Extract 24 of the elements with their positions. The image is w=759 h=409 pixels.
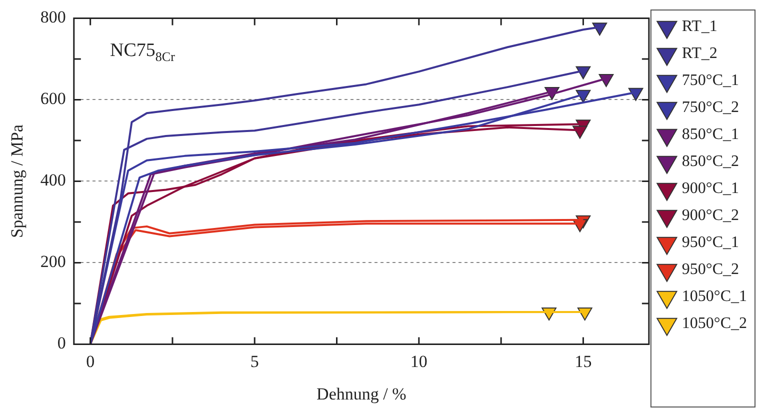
legend-label: 900°C_2 bbox=[682, 207, 740, 224]
y-tick-label: 600 bbox=[40, 89, 66, 108]
legend-label: RT_2 bbox=[682, 45, 718, 62]
y-tick-label: 400 bbox=[40, 170, 66, 190]
legend-label: 950°C_2 bbox=[682, 261, 740, 278]
x-tick-label: 0 bbox=[86, 352, 95, 371]
legend-label: 1050°C_2 bbox=[682, 315, 748, 332]
legend-label: 950°C_1 bbox=[682, 234, 740, 252]
legend-label: 750°C_2 bbox=[682, 99, 740, 116]
legend-label: 850°C_1 bbox=[682, 126, 740, 144]
x-tick-label: 5 bbox=[250, 352, 259, 371]
x-tick-label: 15 bbox=[574, 352, 592, 371]
legend-label: 1050°C_1 bbox=[682, 288, 748, 306]
annotation: NC75$_{8Cr}$ bbox=[110, 40, 175, 65]
y-tick-label: 200 bbox=[40, 252, 66, 272]
legend-label: 750°C_1 bbox=[682, 72, 740, 90]
legend-label: RT_1 bbox=[682, 18, 718, 36]
x-axis-title: Dehnung / % bbox=[316, 384, 406, 404]
y-tick-label: 0 bbox=[57, 334, 66, 353]
x-tick-label: 10 bbox=[410, 352, 428, 371]
y-tick-label: 800 bbox=[40, 8, 66, 27]
legend-label: 850°C_2 bbox=[682, 153, 740, 170]
legend-label: 900°C_1 bbox=[682, 180, 740, 198]
y-axis-title: Spannung / MPa bbox=[8, 124, 27, 238]
